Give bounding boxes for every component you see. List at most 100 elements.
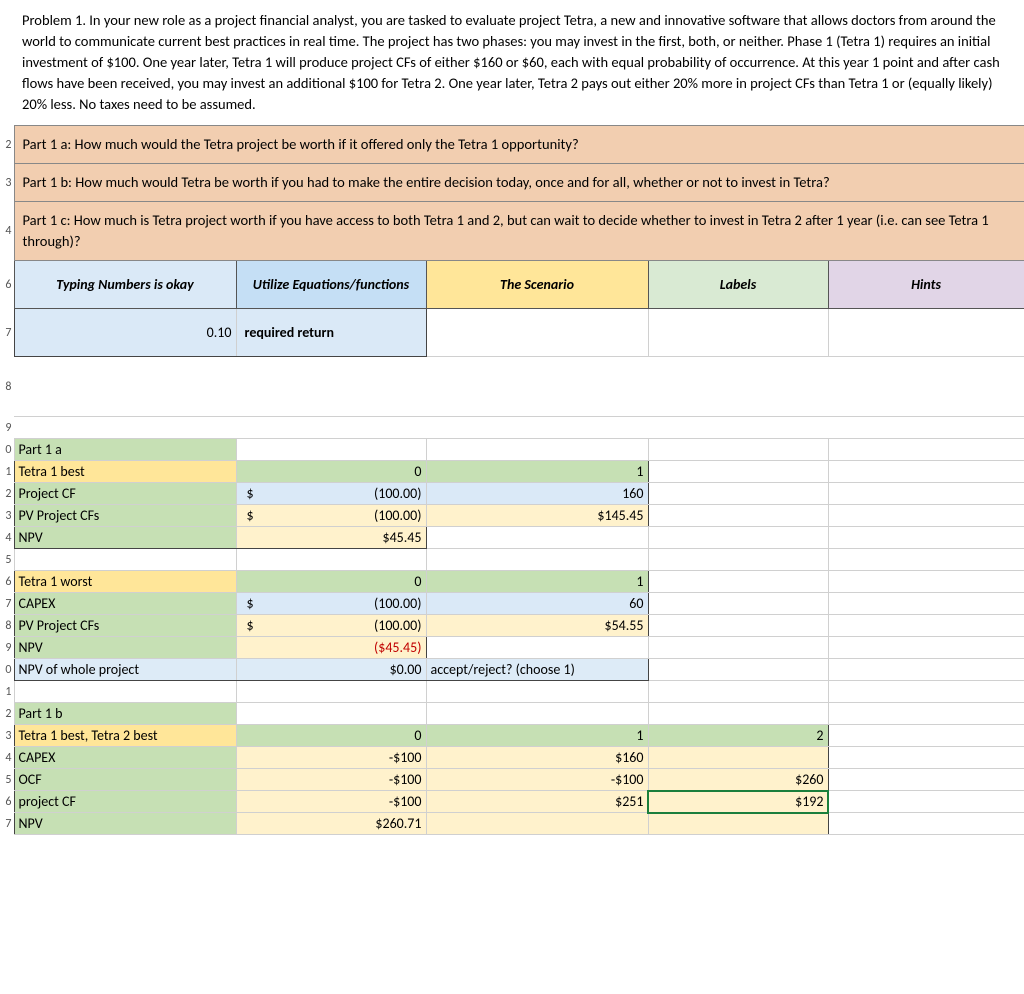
cell[interactable]	[828, 725, 1024, 747]
header-labels[interactable]: Labels	[648, 261, 828, 309]
cell[interactable]	[828, 461, 1024, 483]
cell[interactable]	[828, 505, 1024, 527]
cell[interactable]: 160	[426, 483, 648, 505]
cell[interactable]: 60	[426, 593, 648, 615]
cell[interactable]: $(100.00)	[236, 483, 426, 505]
header-utilize[interactable]: Utilize Equations/functions	[236, 261, 426, 309]
row-label[interactable]: Project CF	[14, 483, 236, 505]
cell[interactable]	[14, 417, 236, 439]
cell[interactable]: -$100	[236, 747, 426, 769]
cell-npv[interactable]: $45.45	[236, 527, 426, 549]
tetra1-worst-label[interactable]: Tetra 1 worst	[14, 571, 236, 593]
cell[interactable]	[828, 813, 1024, 835]
tetra-bestbest-label[interactable]: Tetra 1 best, Tetra 2 best	[14, 725, 236, 747]
cell[interactable]	[236, 703, 426, 725]
cell[interactable]	[828, 549, 1024, 571]
year-0[interactable]: 0	[236, 725, 426, 747]
row-label[interactable]: CAPEX	[14, 593, 236, 615]
cell[interactable]	[236, 357, 426, 417]
cell[interactable]	[828, 309, 1024, 357]
cell[interactable]: $(100.00)	[236, 505, 426, 527]
cell[interactable]	[648, 483, 828, 505]
cell[interactable]	[648, 681, 828, 703]
cell[interactable]	[828, 417, 1024, 439]
year-1[interactable]: 1	[426, 571, 648, 593]
input-required-return[interactable]: 0.10	[14, 309, 236, 357]
cell[interactable]	[648, 527, 828, 549]
cell[interactable]	[828, 527, 1024, 549]
cell[interactable]	[828, 571, 1024, 593]
cell[interactable]	[828, 747, 1024, 769]
cell[interactable]: $260	[648, 769, 828, 791]
cell[interactable]	[14, 681, 236, 703]
cell[interactable]	[828, 659, 1024, 681]
cell[interactable]	[828, 637, 1024, 659]
cell-npv[interactable]: $260.71	[236, 813, 426, 835]
cell[interactable]	[236, 549, 426, 571]
row-label[interactable]: NPV	[14, 637, 236, 659]
cell[interactable]	[828, 483, 1024, 505]
cell[interactable]	[648, 439, 828, 461]
year-0[interactable]: 0	[236, 461, 426, 483]
cell[interactable]	[648, 571, 828, 593]
year-2[interactable]: 2	[648, 725, 828, 747]
row-label[interactable]: PV Project CFs	[14, 505, 236, 527]
cell[interactable]	[648, 615, 828, 637]
cell[interactable]	[828, 615, 1024, 637]
cell[interactable]	[236, 417, 426, 439]
cell[interactable]: $251	[426, 791, 648, 813]
accept-reject[interactable]: accept/reject? (choose 1)	[426, 659, 648, 681]
cell[interactable]	[648, 813, 828, 835]
selected-cell[interactable]: $192	[648, 791, 828, 813]
year-1[interactable]: 1	[426, 725, 648, 747]
cell[interactable]	[236, 439, 426, 461]
cell[interactable]	[648, 309, 828, 357]
cell[interactable]	[426, 637, 648, 659]
row-label[interactable]: OCF	[14, 769, 236, 791]
npv-whole-label[interactable]: NPV of whole project	[14, 659, 236, 681]
cell[interactable]	[648, 549, 828, 571]
cell[interactable]: -$100	[236, 769, 426, 791]
row-label[interactable]: NPV	[14, 813, 236, 835]
cell[interactable]	[648, 659, 828, 681]
cell[interactable]	[648, 505, 828, 527]
cell[interactable]: $145.45	[426, 505, 648, 527]
cell[interactable]	[426, 527, 648, 549]
cell[interactable]	[426, 549, 648, 571]
cell[interactable]: -$100	[236, 791, 426, 813]
year-1[interactable]: 1	[426, 461, 648, 483]
cell[interactable]	[648, 703, 828, 725]
cell[interactable]	[426, 357, 648, 417]
year-0[interactable]: 0	[236, 571, 426, 593]
cell[interactable]	[648, 637, 828, 659]
cell[interactable]: -$100	[426, 769, 648, 791]
cell[interactable]: $54.55	[426, 615, 648, 637]
cell[interactable]	[828, 703, 1024, 725]
cell[interactable]	[426, 439, 648, 461]
cell[interactable]	[426, 681, 648, 703]
tetra1-best-label[interactable]: Tetra 1 best	[14, 461, 236, 483]
cell[interactable]	[648, 461, 828, 483]
cell[interactable]: $(100.00)	[236, 593, 426, 615]
row-label[interactable]: CAPEX	[14, 747, 236, 769]
row-label[interactable]: PV Project CFs	[14, 615, 236, 637]
cell[interactable]: $160	[426, 747, 648, 769]
cell[interactable]	[828, 681, 1024, 703]
cell[interactable]	[426, 309, 648, 357]
cell[interactable]: $(100.00)	[236, 615, 426, 637]
cell[interactable]	[828, 357, 1024, 417]
header-scenario[interactable]: The Scenario	[426, 261, 648, 309]
cell[interactable]	[648, 747, 828, 769]
cell[interactable]	[828, 769, 1024, 791]
part1b-title[interactable]: Part 1 b	[14, 703, 236, 725]
cell[interactable]	[236, 681, 426, 703]
npv-whole-value[interactable]: $0.00	[236, 659, 426, 681]
header-typing[interactable]: Typing Numbers is okay	[14, 261, 236, 309]
header-hints[interactable]: Hints	[828, 261, 1024, 309]
cell-npv-neg[interactable]: ($45.45)	[236, 637, 426, 659]
row-label[interactable]: project CF	[14, 791, 236, 813]
cell[interactable]	[426, 703, 648, 725]
row-label[interactable]: NPV	[14, 527, 236, 549]
cell[interactable]	[648, 357, 828, 417]
cell[interactable]	[828, 791, 1024, 813]
